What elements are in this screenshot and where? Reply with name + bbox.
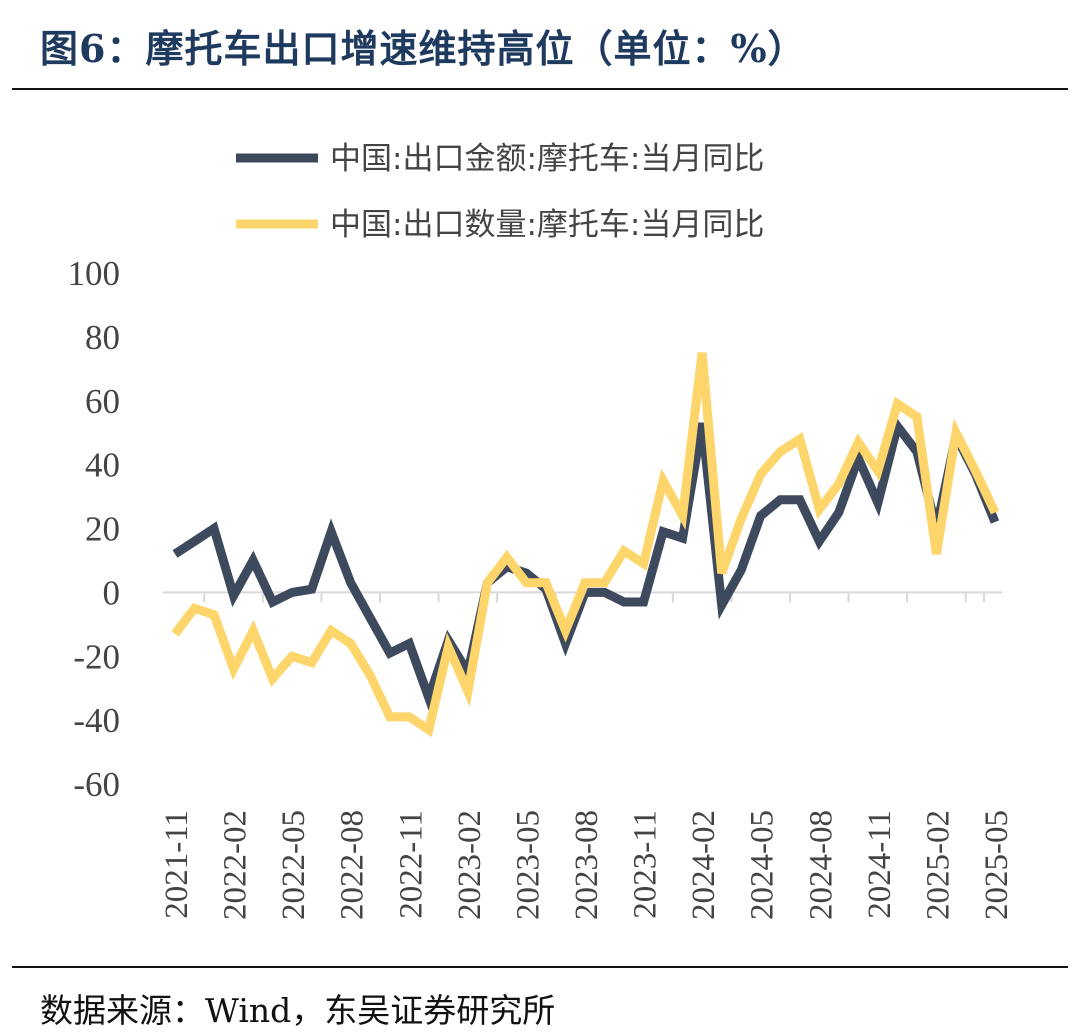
x-tick-label: 2024-11: [862, 810, 898, 919]
y-tick-label: -40: [73, 701, 120, 740]
legend-label: 中国:出口金额:摩托车:当月同比: [330, 141, 764, 177]
x-tick-label: 2021-11: [159, 810, 195, 919]
legend-label: 中国:出口数量:摩托车:当月同比: [330, 207, 764, 243]
y-tick-label: 40: [85, 446, 120, 485]
x-tick-label: 2023-02: [452, 810, 488, 920]
y-tick-label: 80: [85, 318, 120, 357]
x-tick-label: 2023-05: [510, 810, 546, 920]
x-tick-label: 2023-11: [628, 810, 664, 919]
x-tick-label: 2022-02: [218, 810, 254, 920]
x-tick-label: 2022-11: [393, 810, 429, 919]
chart-title: 图6：摩托车出口增速维持高位（单位：%）: [40, 26, 807, 71]
x-tick-label: 2025-02: [920, 810, 956, 920]
top-rule: [12, 88, 1068, 90]
y-tick-label: 100: [68, 254, 121, 293]
series-group: [171, 352, 1000, 737]
x-axis: 2021-11 2022-02 2022-05 2022-08 2022-11 2023-…: [159, 591, 1015, 920]
x-tick-label: 2024-02: [686, 810, 722, 920]
x-tick-label: 2022-05: [276, 810, 312, 920]
bottom-rule: [12, 966, 1068, 968]
x-tick-label: 2025-05: [979, 810, 1015, 920]
y-tick-label: 60: [85, 382, 120, 421]
y-tick-label: -60: [73, 765, 120, 804]
x-tick-label: 2022-08: [335, 810, 371, 920]
x-tick-label: 2024-08: [803, 810, 839, 920]
source-note: 数据来源：Wind，东吴证券研究所: [40, 991, 556, 1030]
y-tick-label: 0: [103, 573, 121, 612]
x-tick-label: 2024-05: [745, 810, 781, 920]
series-line-export-quantity: [171, 352, 1000, 737]
y-tick-label: 20: [85, 510, 120, 549]
y-tick-label: -20: [73, 637, 120, 676]
y-axis: 100 80 60 40 20 0 -20 -40 -60: [68, 254, 121, 804]
x-tick-label: 2023-08: [569, 810, 605, 920]
